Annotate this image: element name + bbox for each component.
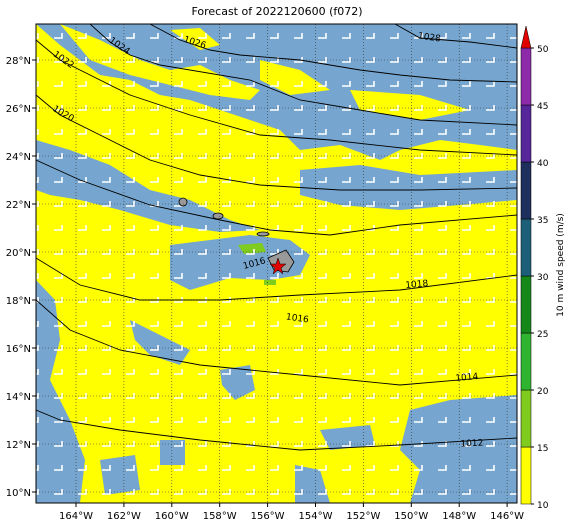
colorbar-tick-label: 50 [537, 45, 549, 55]
colorbar-segment [520, 47, 532, 106]
lon-tick-label: 154°W [299, 511, 333, 522]
colorbar-extend [520, 25, 532, 49]
colorbar-segment [520, 332, 532, 391]
isobar-label: 1018 [405, 279, 429, 291]
lat-tick-label: 18°N [6, 296, 31, 307]
lon-tick-label: 150°W [394, 511, 428, 522]
lat-tick-label: 14°N [6, 392, 31, 403]
lat-tick-label: 26°N [6, 104, 31, 115]
colorbar-segment [520, 275, 532, 334]
isobar-label: 1014 [455, 372, 479, 384]
isobars [36, 24, 517, 451]
colorbar-segment [520, 104, 532, 163]
lon-tick-label: 148°W [442, 511, 476, 522]
colorbar-tick-label: 35 [537, 216, 548, 226]
lat-tick-label: 24°N [6, 152, 31, 163]
colorbar-segment [520, 389, 532, 448]
lat-tick-label: 22°N [6, 200, 31, 211]
lon-tick-label: 152°W [346, 511, 380, 522]
isobar-label: 1012 [460, 438, 483, 449]
isobar-label: 1016 [285, 312, 309, 325]
colorbar-segment [520, 218, 532, 277]
colorbar-tick-label: 45 [537, 102, 548, 112]
lat-tick-label: 16°N [6, 344, 31, 355]
islands [178, 197, 295, 273]
location-star [269, 257, 287, 275]
lon-tick-label: 160°W [155, 511, 189, 522]
lon-tick-label: 164°W [59, 511, 93, 522]
lat-tick-label: 20°N [6, 248, 31, 259]
colorbar-tick-label: 25 [537, 330, 548, 340]
lat-tick-label: 10°N [6, 488, 31, 499]
colorbar-tick-label: 15 [537, 444, 548, 454]
colorbar-tick-label: 20 [537, 387, 549, 397]
lon-tick-label: 162°W [107, 511, 141, 522]
isobar-label: 1028 [417, 31, 441, 44]
colorbar-label: 10 m wind speed (m/s) [556, 213, 566, 317]
title: Forecast of 2022120600 (f072) [191, 5, 362, 18]
colorbar-tick-label: 30 [537, 273, 549, 283]
colorbar-tick-label: 40 [537, 159, 549, 169]
colorbar-segment [520, 161, 532, 220]
map-area [36, 24, 517, 503]
lat-tick-label: 28°N [6, 56, 31, 67]
colorbar-segment [520, 446, 532, 505]
colorbar: 10 15 20 25 30 35 40 45 50 10 m wind speed (m/s) [520, 25, 566, 511]
map-frame [35, 23, 518, 504]
lon-tick-label: 156°W [251, 511, 285, 522]
lon-tick-label: 158°W [203, 511, 237, 522]
colorbar-tick-label: 10 [537, 501, 549, 511]
lon-tick-label: 146°W [490, 511, 524, 522]
lat-tick-label: 12°N [6, 440, 31, 451]
